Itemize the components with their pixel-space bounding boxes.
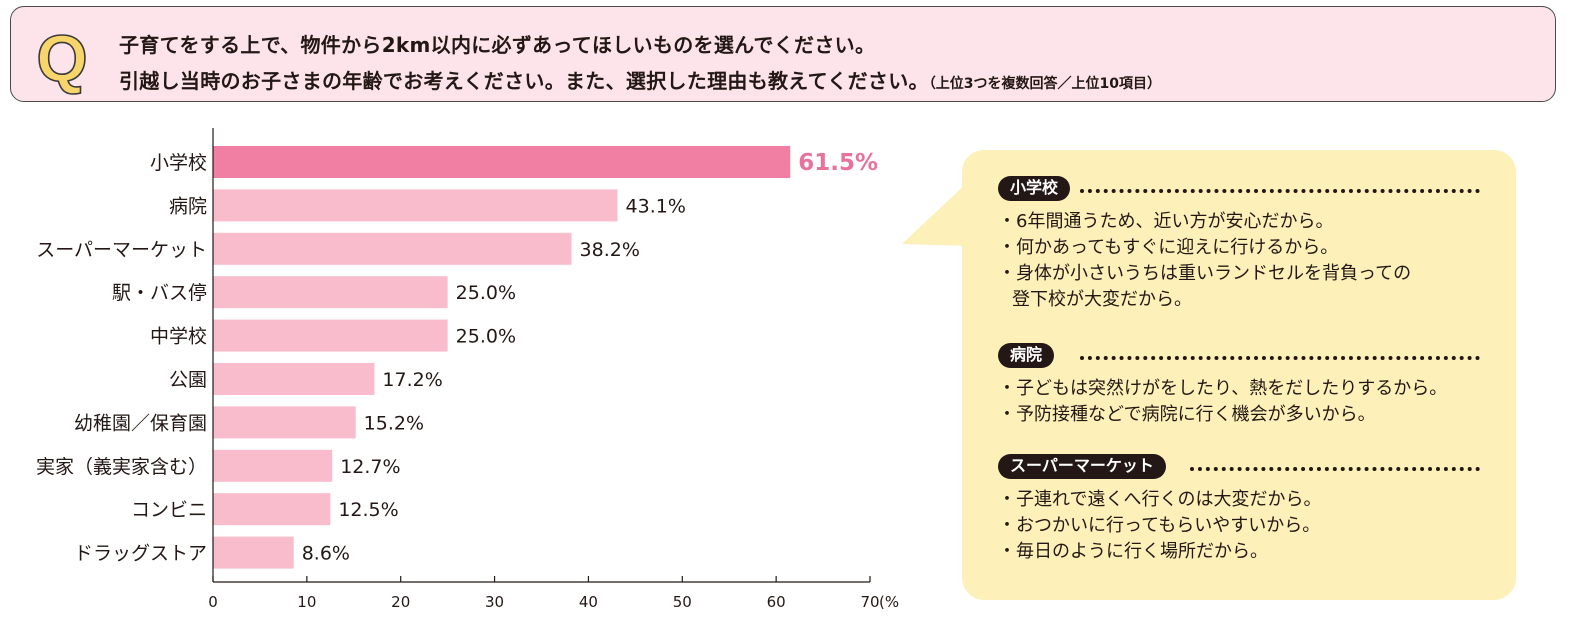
value-label: 12.5% xyxy=(338,499,398,521)
x-axis: 0 10 20 30 40 50 60 70(%) xyxy=(208,128,900,611)
x-tick-label: 40 xyxy=(579,593,598,611)
reason-title-supermarket: スーパーマーケット xyxy=(998,454,1166,479)
value-label: 25.0% xyxy=(456,326,516,348)
category-label: 小学校 xyxy=(150,152,207,174)
bar-8 xyxy=(213,493,331,526)
x-tick-label: 70 xyxy=(860,593,879,611)
question-note: （上位3つを複数回答／上位10項目） xyxy=(928,76,1162,92)
reason-title-school: 小学校 xyxy=(998,176,1071,201)
reason-item: ・毎日のように行く場所だから。 xyxy=(998,541,1268,562)
category-label: 公園 xyxy=(169,369,207,391)
q-mark-text: Q xyxy=(36,21,87,95)
value-label: 8.6% xyxy=(302,543,350,565)
dotted-divider xyxy=(1080,189,1480,193)
bars-group: 小学校 61.5% 病院 43.1% スーパーマーケット 38.2% 駅・バス停 25.0% 中… xyxy=(36,146,878,569)
reason-item: ・身体が小さいうちは重いランドセルを背負っての xyxy=(998,263,1412,284)
x-unit-label: (%) xyxy=(879,593,900,611)
q-mark-icon: Q xyxy=(36,21,89,95)
bar-0 xyxy=(213,146,791,178)
x-tick-label: 30 xyxy=(485,593,504,611)
question-line-2: 引越し当時のお子さまの年齢でお考えください。また、選択した理由も教えてください。… xyxy=(119,65,1161,94)
value-label: 61.5% xyxy=(798,150,878,176)
bar-1 xyxy=(213,189,618,222)
value-label: 15.2% xyxy=(364,412,424,434)
bar-3 xyxy=(213,276,448,309)
bar-9 xyxy=(213,536,294,569)
bar-2 xyxy=(213,232,572,265)
x-tick-label: 60 xyxy=(767,593,786,611)
x-tick-label: 50 xyxy=(673,593,692,611)
reason-section-supermarket: スーパーマーケット ・子連れで遠くへ行くのは大変だから。 ・おつかいに行ってもら… xyxy=(998,454,1480,565)
category-label: 中学校 xyxy=(150,326,207,348)
value-label: 43.1% xyxy=(626,195,686,217)
category-label: 病院 xyxy=(169,195,207,217)
bar-6 xyxy=(213,406,356,439)
category-label: スーパーマーケット xyxy=(36,239,207,261)
value-label: 25.0% xyxy=(456,282,516,304)
reason-item: ・子どもは突然けがをしたり、熱をだしたりするから。 xyxy=(998,378,1448,399)
value-label: 12.7% xyxy=(340,456,400,478)
reason-title-hospital: 病院 xyxy=(998,343,1055,368)
x-tick-label: 10 xyxy=(297,593,316,611)
x-tick-label: 0 xyxy=(208,593,218,611)
reason-item: ・子連れで遠くへ行くのは大変だから。 xyxy=(998,489,1322,510)
value-label: 38.2% xyxy=(580,239,640,261)
category-label: コンビニ xyxy=(131,499,207,521)
dotted-divider xyxy=(1190,467,1480,471)
dotted-divider xyxy=(1080,356,1480,360)
question-line-2-text: 引越し当時のお子さまの年齢でお考えください。また、選択した理由も教えてください。 xyxy=(119,69,929,93)
reason-item: ・おつかいに行ってもらいやすいから。 xyxy=(998,515,1321,536)
question-box: Q 子育てをする上で、物件から2km以内に必ずあってほしいものを選んでください。… xyxy=(10,6,1556,102)
question-line-1: 子育てをする上で、物件から2km以内に必ずあってほしいものを選んでください。 xyxy=(119,33,876,57)
category-label: ドラッグストア xyxy=(74,543,207,565)
reason-item: ・予防接種などで病院に行く機会が多いから。 xyxy=(998,404,1376,425)
category-label: 幼稚園／保育園 xyxy=(74,412,207,434)
reason-item: 登下校が大変だから。 xyxy=(1012,289,1192,310)
reason-item: ・何かあってもすぐに迎えに行けるから。 xyxy=(998,237,1339,258)
reason-item: ・6年間通うため、近い方が安心だから。 xyxy=(998,211,1334,232)
callout-pointer xyxy=(902,180,970,246)
bar-4 xyxy=(213,319,448,352)
reasons-panel: 小学校 ・6年間通うため、近い方が安心だから。 ・何かあってもすぐに迎えに行ける… xyxy=(962,150,1516,600)
bar-7 xyxy=(213,449,333,482)
x-tick-label: 20 xyxy=(391,593,410,611)
reason-section-school: 小学校 ・6年間通うため、近い方が安心だから。 ・何かあってもすぐに迎えに行ける… xyxy=(998,176,1480,313)
reason-section-hospital: 病院 ・子どもは突然けがをしたり、熱をだしたりするから。 ・予防接種などで病院に… xyxy=(998,343,1480,428)
value-label: 17.2% xyxy=(382,369,442,391)
category-label: 駅・バス停 xyxy=(112,282,207,304)
bar-chart: 小学校 61.5% 病院 43.1% スーパーマーケット 38.2% 駅・バス停 25.0% 中… xyxy=(36,128,900,611)
bar-5 xyxy=(213,363,375,395)
category-label: 実家（義実家含む） xyxy=(36,456,207,478)
